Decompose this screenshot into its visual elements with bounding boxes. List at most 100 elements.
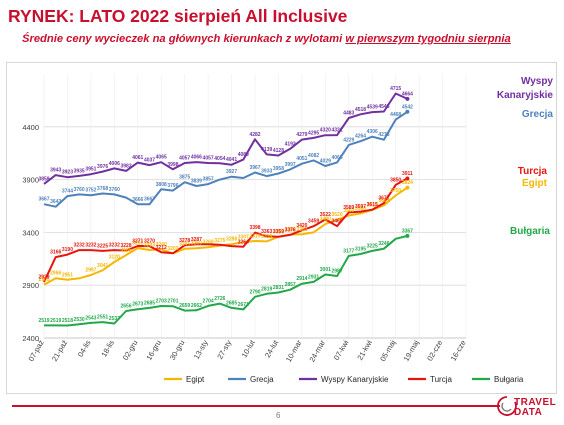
data-label: 3233 — [144, 243, 155, 249]
data-label: 4264 — [355, 134, 366, 140]
series-line-grecja — [43, 110, 408, 208]
y-tick-label: 4400 — [22, 123, 39, 132]
legend-label-wyspy-kanaryjskie: Wyspy Kanaryjskie — [321, 375, 389, 384]
data-label: 3275 — [214, 238, 225, 244]
data-label: 4278 — [378, 132, 389, 138]
legend-label-egipt: Egipt — [186, 375, 205, 384]
legend-label-turcja: Turcja — [430, 375, 452, 384]
data-label: 2931 — [308, 274, 319, 280]
data-label: 3185 — [120, 248, 131, 254]
data-label: 3363 — [261, 229, 272, 235]
data-label: 3958 — [273, 166, 284, 172]
data-label: 4279 — [296, 132, 307, 138]
data-label: 3923 — [62, 170, 73, 176]
data-label: 2831 — [273, 285, 284, 291]
series-end-label: Wyspy — [521, 76, 553, 87]
data-label: 3850 — [390, 177, 401, 183]
data-label: 3760 — [74, 187, 85, 193]
page-number: 6 — [276, 411, 281, 420]
data-label: 3420 — [296, 223, 307, 229]
data-label: 3250 — [191, 241, 202, 247]
data-label: 3459 — [308, 219, 319, 225]
data-label: 3824 — [402, 180, 413, 186]
data-label: 4715 — [390, 86, 401, 92]
data-label: 3376 — [285, 227, 296, 233]
data-label: 3202 — [167, 246, 178, 252]
data-label: 4065 — [156, 155, 167, 161]
data-label: 2905 — [38, 277, 49, 283]
data-label: 3315 — [261, 234, 272, 240]
data-label: 2519 — [50, 318, 61, 324]
data-label: 2819 — [261, 286, 272, 292]
data-label: 2656 — [120, 303, 131, 309]
data-label: 3927 — [226, 169, 237, 175]
legend-label-grecja: Grecja — [250, 375, 274, 384]
series-marker-egipt — [405, 185, 410, 190]
subtitle-main-text: Średnie ceny wycieczek na głównych kieru… — [22, 33, 346, 45]
data-label: 3796 — [167, 183, 178, 189]
series-line-bulgaria — [44, 234, 408, 327]
data-label: 2726 — [214, 296, 225, 302]
data-label: 4320 — [320, 128, 331, 134]
data-label: 3951 — [85, 167, 96, 173]
series-marker-bulgaria — [405, 233, 410, 238]
data-label: 3667 — [144, 197, 155, 203]
data-label: 2685 — [226, 300, 237, 306]
logo-globe-icon — [497, 396, 517, 416]
travel-data-logo: TRAVEL DATA — [497, 394, 561, 421]
data-label: 3287 — [191, 237, 202, 243]
data-label: 3398 — [249, 225, 260, 231]
page-subtitle: Średnie ceny wycieczek na głównych kieru… — [22, 33, 511, 45]
x-tick-label: 24-mar — [307, 338, 327, 364]
x-tick-label: 19-maj — [402, 338, 421, 363]
data-label: 4321 — [331, 128, 342, 134]
data-label: 2857 — [285, 282, 296, 288]
x-tick-label: 10-mar — [284, 338, 304, 364]
data-label: 4061 — [132, 155, 143, 161]
data-label: 3839 — [191, 179, 202, 185]
data-label: 3744 — [62, 189, 73, 195]
data-label: 2673 — [132, 302, 143, 308]
data-label: 3319 — [249, 233, 260, 239]
data-label: 3935 — [74, 168, 85, 174]
series-marker-turcja — [405, 176, 410, 181]
data-label: 3367 — [402, 228, 413, 234]
data-label: 2701 — [167, 299, 178, 305]
data-label: 3246 — [378, 241, 389, 247]
data-label: 3270 — [144, 239, 155, 245]
data-label: 3580 — [355, 206, 366, 212]
data-label: 3613 — [367, 202, 378, 208]
x-tick-label: 10-lut — [240, 338, 258, 360]
data-label: 2671 — [238, 302, 249, 308]
data-label: 3875 — [179, 175, 190, 181]
x-tick-label: 27-sty — [215, 338, 233, 360]
data-label: 4306 — [367, 129, 378, 135]
data-label: 4139 — [261, 147, 272, 153]
data-label: 3225 — [367, 243, 378, 249]
data-label: 4029 — [320, 158, 331, 164]
data-label: 4128 — [273, 148, 284, 154]
data-label: 3615 — [367, 202, 378, 208]
data-label: 3271 — [132, 239, 143, 245]
x-tick-label: 05-maj — [378, 338, 397, 363]
x-tick-label: 18-lis — [99, 338, 116, 358]
data-label: 4518 — [355, 107, 366, 113]
chart-frame — [6, 62, 557, 394]
data-label: 4542 — [402, 104, 413, 110]
data-label: 4539 — [367, 105, 378, 111]
x-tick-label: 16-gru — [144, 339, 163, 362]
y-tick-label: 3400 — [22, 228, 39, 237]
data-label: 3677 — [378, 196, 389, 202]
data-label: 3212 — [156, 245, 167, 251]
data-label: 3643 — [50, 199, 61, 205]
data-label: 4468 — [390, 112, 401, 118]
data-label: 3232 — [109, 243, 120, 249]
data-label: 3750 — [390, 188, 401, 194]
data-label: 3251 — [132, 241, 143, 247]
data-label: 3358 — [273, 229, 284, 235]
data-label: 4006 — [109, 161, 120, 167]
data-label: 4229 — [343, 137, 354, 143]
data-label: 4192 — [285, 141, 296, 147]
data-label: 2951 — [62, 272, 73, 278]
